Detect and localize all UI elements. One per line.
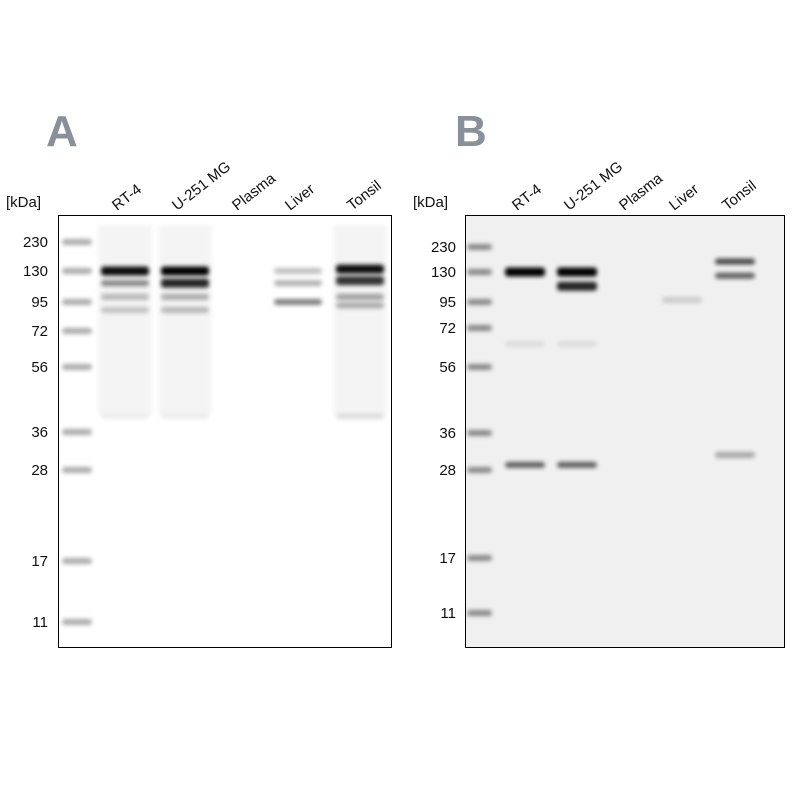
- marker-label: 28: [439, 462, 456, 479]
- marker-label: 17: [439, 550, 456, 567]
- marker-label: 56: [439, 359, 456, 376]
- protein-band: [274, 280, 322, 287]
- protein-band: [557, 281, 597, 291]
- marker-band: [467, 467, 492, 473]
- marker-band: [467, 555, 492, 561]
- lane-smear: [98, 225, 152, 415]
- panel-a-letter: A: [46, 107, 78, 156]
- marker-band: [467, 299, 492, 305]
- protein-band: [557, 267, 597, 277]
- marker-label: 17: [31, 553, 48, 570]
- panel-b-letter: B: [455, 107, 487, 156]
- lane-smear: [333, 225, 387, 415]
- protein-band: [336, 302, 384, 309]
- protein-band: [505, 267, 545, 277]
- protein-band: [101, 266, 149, 276]
- marker-label: 72: [439, 320, 456, 337]
- marker-band: [62, 429, 92, 435]
- protein-band: [557, 461, 597, 468]
- marker-label: 28: [31, 462, 48, 479]
- marker-label: 95: [439, 294, 456, 311]
- marker-label: 230: [23, 234, 48, 251]
- lane-label: Plasma: [229, 170, 279, 215]
- protein-band: [161, 293, 209, 300]
- protein-band: [505, 340, 545, 347]
- protein-band: [715, 272, 755, 279]
- marker-band: [62, 239, 92, 245]
- protein-band: [274, 299, 322, 305]
- marker-band: [467, 430, 492, 436]
- protein-band: [336, 264, 384, 274]
- protein-band: [557, 340, 597, 347]
- marker-band: [62, 619, 92, 625]
- lane-label: Liver: [666, 181, 702, 214]
- protein-band: [161, 307, 209, 314]
- marker-band: [467, 610, 492, 616]
- lane-label: U-251 MG: [169, 158, 234, 214]
- protein-band: [101, 280, 149, 287]
- marker-label: 230: [431, 239, 456, 256]
- marker-label: 72: [31, 323, 48, 340]
- kda-unit-label: [kDa]: [413, 194, 448, 211]
- marker-band: [467, 244, 492, 250]
- protein-band: [336, 293, 384, 300]
- protein-band: [336, 276, 384, 286]
- marker-label: 56: [31, 359, 48, 376]
- marker-band: [467, 364, 492, 370]
- marker-band: [62, 558, 92, 564]
- marker-label: 130: [431, 264, 456, 281]
- protein-band: [662, 297, 702, 304]
- protein-band: [715, 452, 755, 459]
- lane-label: Plasma: [616, 170, 666, 215]
- protein-band: [101, 413, 149, 420]
- kda-unit-label: [kDa]: [6, 194, 41, 211]
- marker-label: 36: [31, 424, 48, 441]
- marker-band: [62, 364, 92, 370]
- marker-band: [467, 325, 492, 331]
- marker-label: 130: [23, 263, 48, 280]
- marker-band: [62, 467, 92, 473]
- protein-band: [161, 266, 209, 276]
- marker-band: [62, 268, 92, 274]
- lane-label: Liver: [282, 181, 318, 214]
- protein-band: [101, 307, 149, 314]
- lane-smear: [158, 225, 212, 415]
- marker-label: 95: [31, 294, 48, 311]
- lane-label: Tonsil: [344, 177, 385, 214]
- lane-label: U-251 MG: [561, 158, 626, 214]
- protein-band: [161, 413, 209, 420]
- protein-band: [336, 413, 384, 420]
- marker-label: 36: [439, 425, 456, 442]
- lane-label: Tonsil: [719, 177, 760, 214]
- marker-band: [62, 299, 92, 305]
- panel-b-membrane: [465, 215, 785, 648]
- protein-band: [715, 258, 755, 265]
- marker-band: [467, 269, 492, 275]
- marker-band: [62, 328, 92, 334]
- lane-label: RT-4: [509, 181, 545, 214]
- protein-band: [505, 461, 545, 468]
- marker-label: 11: [32, 614, 48, 631]
- protein-band: [161, 278, 209, 288]
- protein-band: [101, 293, 149, 300]
- protein-band: [274, 268, 322, 274]
- marker-label: 11: [440, 605, 456, 622]
- lane-label: RT-4: [109, 181, 145, 214]
